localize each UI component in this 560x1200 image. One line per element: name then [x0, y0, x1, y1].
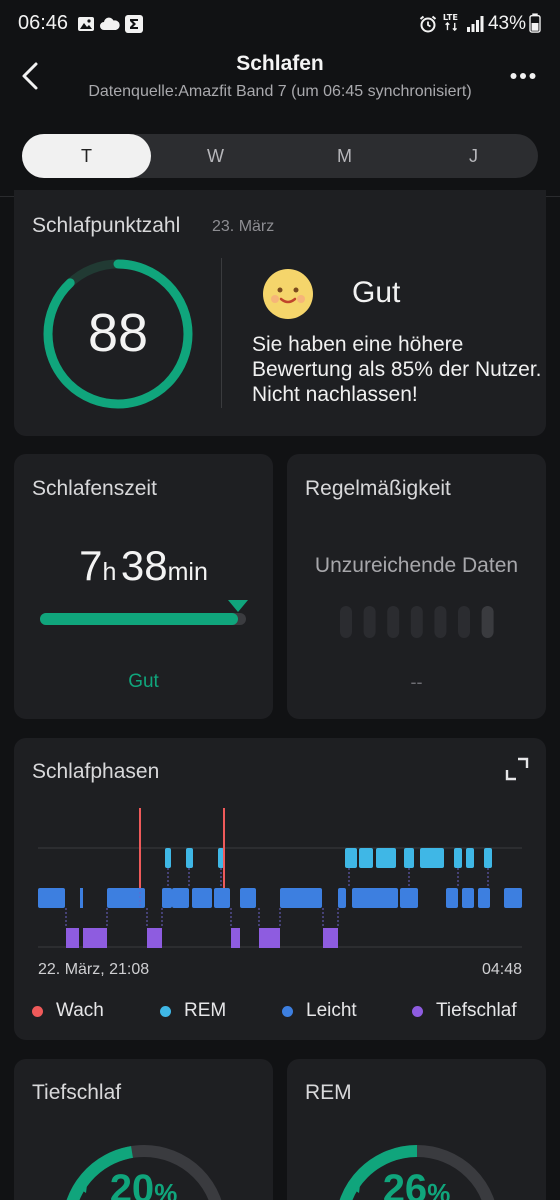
- regularity-bar: [410, 606, 423, 638]
- phase-transitions: [65, 868, 489, 928]
- regularity-bar: [363, 606, 376, 638]
- sleep-score-card[interactable]: Schlafpunktzahl 23. März 88 Gut Sie habe…: [14, 190, 546, 436]
- tab-week[interactable]: W: [207, 146, 224, 166]
- regularity-bar: [481, 606, 494, 638]
- rem-unit: %: [427, 1178, 451, 1200]
- sleep-phases-chart: [38, 808, 522, 948]
- phase-legend: Wach REM Leicht Tiefschlaf: [32, 1000, 532, 1024]
- sleep-time-status: Gut: [128, 671, 159, 692]
- tab-day[interactable]: T: [22, 134, 151, 178]
- legend-awake-label: Wach: [56, 1000, 104, 1021]
- rem-percent: 26: [382, 1167, 428, 1200]
- regularity-placeholder: --: [410, 672, 423, 692]
- duration-minutes-unit: min: [167, 558, 208, 586]
- signal-icon: [467, 16, 484, 32]
- regularity-bar: [387, 606, 400, 638]
- sleep-duration: 7h 38min: [14, 542, 273, 590]
- rem-gauge: [339, 1145, 495, 1200]
- expand-icon[interactable]: [504, 756, 530, 782]
- duration-minutes: 38: [120, 542, 168, 589]
- deep-sleep-percent: 20: [109, 1167, 155, 1200]
- cloud-icon: [100, 17, 120, 30]
- sleep-phases-title: Schlafphasen: [32, 760, 160, 783]
- score-date: 23. März: [212, 218, 275, 235]
- legend-rem: REM: [160, 1000, 226, 1022]
- sleep-time-card[interactable]: Schlafenszeit 7h 38min Gut: [14, 454, 273, 719]
- legend-rem-label: REM: [184, 1000, 227, 1021]
- legend-awake: Wach: [32, 1000, 104, 1022]
- battery-percent: 43%: [487, 13, 526, 34]
- rem-title: REM: [305, 1081, 352, 1104]
- deep-sleep-value: 20%: [14, 1167, 273, 1200]
- duration-hours-unit: h: [102, 558, 117, 586]
- rem-card[interactable]: REM 26%: [287, 1059, 546, 1200]
- regularity-bar: [458, 606, 470, 638]
- regularity-title: Regelmäßigkeit: [305, 477, 451, 500]
- period-tabs: T W M J: [22, 134, 538, 178]
- awake-segments: [139, 808, 225, 888]
- back-arrow-icon[interactable]: [18, 60, 46, 92]
- score-separator: [221, 258, 222, 408]
- legend-awake-dot: [32, 1005, 43, 1017]
- legend-rem-dot: [160, 1005, 171, 1017]
- deep-sleep-gauge: [66, 1145, 222, 1200]
- alarm-icon: [419, 15, 437, 33]
- target-marker-icon: [227, 600, 248, 612]
- score-rating: Gut: [352, 276, 401, 309]
- score-value: 88: [87, 303, 149, 363]
- data-source-subtitle: Datenquelle:Amazfit Band 7 (um 06:45 syn…: [88, 83, 472, 100]
- light-sleep-segments: [38, 888, 522, 908]
- regularity-bar: [340, 606, 352, 638]
- smiley-face-icon: [263, 269, 313, 319]
- chart-start-time: 22. März, 21:08: [38, 961, 150, 978]
- gallery-icon: [78, 17, 94, 31]
- page-title: Schlafen: [236, 52, 324, 75]
- legend-deep-dot: [412, 1005, 423, 1017]
- status-time: 06:46: [18, 12, 69, 34]
- score-description: Sie haben eine höhere Bewertung als 85% …: [252, 333, 542, 406]
- sleep-time-progress-fill: [40, 613, 238, 625]
- regularity-bar: [434, 606, 447, 638]
- sleep-score-title: Schlafpunktzahl: [32, 214, 181, 237]
- sigma-app-icon: [125, 15, 143, 33]
- deep-sleep-title: Tiefschlaf: [32, 1081, 122, 1104]
- sleep-time-title: Schlafenszeit: [32, 477, 157, 500]
- rem-value: 26%: [287, 1167, 546, 1200]
- score-ring: [43, 259, 193, 409]
- deep-sleep-card[interactable]: Tiefschlaf 20%: [14, 1059, 273, 1200]
- legend-light: Leicht: [282, 1000, 357, 1022]
- duration-hours: 7: [79, 542, 103, 589]
- tab-year[interactable]: J: [469, 146, 478, 166]
- sleep-phases-card[interactable]: Schlafphasen: [14, 738, 546, 1040]
- deep-sleep-unit: %: [154, 1178, 178, 1200]
- legend-deep-label: Tiefschlaf: [436, 1000, 517, 1021]
- battery-icon: [529, 13, 541, 33]
- regularity-bars: [340, 606, 494, 638]
- regularity-message: Unzureichende Daten: [314, 554, 519, 577]
- lte-icon: LTE: [443, 12, 458, 32]
- legend-light-label: Leicht: [306, 1000, 357, 1021]
- deep-sleep-segments: [66, 928, 338, 948]
- chart-end-time: 04:48: [481, 961, 522, 978]
- sleep-time-progress: [40, 600, 248, 625]
- more-options-icon[interactable]: [510, 72, 536, 80]
- legend-deep: Tiefschlaf: [412, 1000, 517, 1022]
- svg-text:LTE: LTE: [443, 12, 458, 22]
- tab-month[interactable]: M: [337, 146, 352, 166]
- legend-light-dot: [282, 1005, 293, 1017]
- status-bar: 06:46 LTE 43%: [0, 0, 560, 50]
- regularity-card[interactable]: Regelmäßigkeit Unzureichende Daten --: [287, 454, 546, 719]
- rem-segments: [165, 848, 492, 868]
